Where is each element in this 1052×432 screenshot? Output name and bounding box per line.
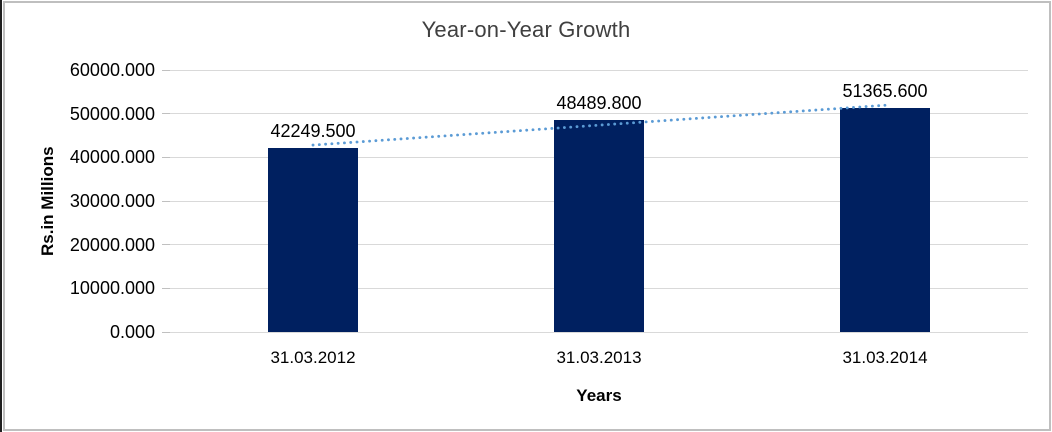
gridline <box>170 331 1028 333</box>
y-tick-label: 0.000 <box>109 322 155 342</box>
gridline <box>170 69 1028 71</box>
x-axis-title: Years <box>576 386 622 405</box>
y-tick-mark <box>162 113 170 115</box>
data-label: 48489.800 <box>556 93 642 114</box>
x-tick-label: 31.03.2013 <box>556 348 642 367</box>
data-label: 51365.600 <box>842 80 928 101</box>
y-tick-mark <box>162 287 170 289</box>
x-tick-label: 31.03.2014 <box>842 348 928 367</box>
y-tick-mark <box>162 156 170 158</box>
y-tick-mark <box>162 331 170 333</box>
chart-title: Year-on-Year Growth <box>421 17 631 42</box>
y-tick-label: 50000.000 <box>69 103 155 124</box>
y-tick-label: 60000.000 <box>69 60 155 80</box>
window-left-edge <box>0 0 2 432</box>
plot-area: 42249.500 48489.800 51365.600 <box>162 69 1028 333</box>
bar <box>268 147 358 332</box>
y-tick-label: 10000.000 <box>69 278 155 299</box>
y-tick-label: 20000.000 <box>69 234 155 255</box>
bar <box>840 107 930 332</box>
y-tick-label: 40000.000 <box>69 147 155 168</box>
data-label: 42249.500 <box>270 120 356 141</box>
x-tick-label: 31.03.2012 <box>270 348 356 367</box>
y-tick-mark <box>162 244 170 246</box>
y-tick-mark <box>162 69 170 71</box>
y-tick-mark <box>162 200 170 202</box>
y-tick-label: 30000.000 <box>69 191 155 211</box>
bar <box>554 120 644 332</box>
